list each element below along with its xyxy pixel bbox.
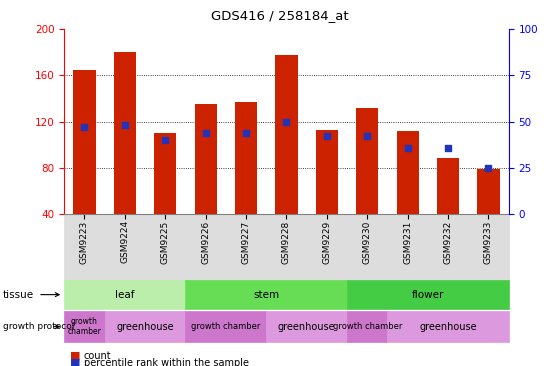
Point (80, 124, 89, 130)
Text: growth protocol: growth protocol (3, 322, 74, 331)
Text: stem: stem (253, 290, 280, 300)
Bar (437, 157, 459, 214)
Text: flower: flower (411, 290, 444, 300)
Point (201, 130, 210, 136)
Text: ■: ■ (70, 351, 80, 361)
Point (120, 123, 129, 128)
Bar (356, 108, 378, 214)
Text: growth
chamber: growth chamber (68, 317, 101, 336)
Text: greenhouse: greenhouse (116, 322, 174, 332)
Bar (235, 102, 257, 214)
Text: growth chamber: growth chamber (191, 322, 260, 331)
Text: ■: ■ (70, 358, 80, 366)
Bar (477, 169, 500, 214)
Bar (114, 52, 136, 214)
Point (282, 119, 291, 124)
Point (484, 165, 493, 171)
Bar (276, 55, 297, 214)
Text: greenhouse: greenhouse (278, 322, 335, 332)
Point (403, 145, 412, 150)
Point (323, 134, 331, 139)
Point (444, 145, 453, 150)
Bar (73, 70, 96, 214)
Bar (154, 133, 177, 214)
Point (363, 134, 372, 139)
Bar (195, 104, 217, 214)
Text: greenhouse: greenhouse (419, 322, 477, 332)
Point (161, 137, 170, 143)
Bar (396, 131, 419, 214)
Point (241, 130, 250, 136)
Text: tissue: tissue (3, 290, 34, 300)
Text: count: count (84, 351, 111, 361)
Text: GDS416 / 258184_at: GDS416 / 258184_at (211, 9, 348, 22)
Text: leaf: leaf (115, 290, 135, 300)
Text: growth chamber: growth chamber (333, 322, 402, 331)
Text: percentile rank within the sample: percentile rank within the sample (84, 358, 249, 366)
Bar (316, 130, 338, 214)
